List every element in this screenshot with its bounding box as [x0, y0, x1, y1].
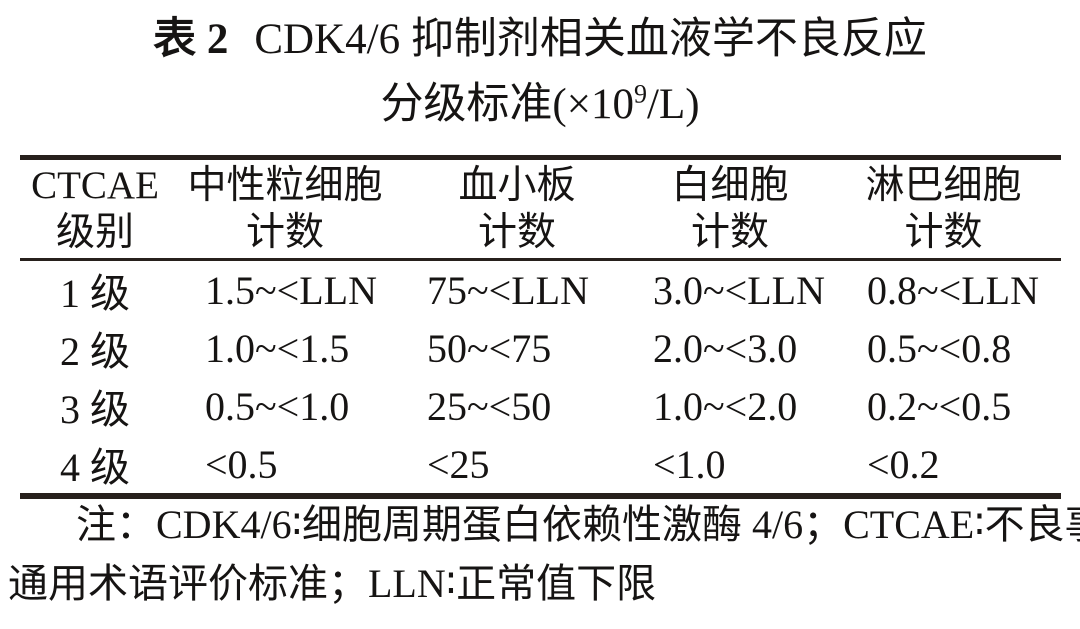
footnote-label: 注：: [76, 502, 156, 547]
cell-neutrophil: 0.5~<1.0: [205, 383, 350, 429]
cell-platelet: <25: [427, 441, 490, 487]
cell-neutrophil: 1.5~<LLN: [205, 267, 377, 313]
cell-lymphocyte: 0.5~<0.8: [867, 325, 1012, 371]
table-caption-line1: 表 2 CDK4/6 抑制剂相关血液学不良反应: [0, 13, 1080, 67]
col-header-grade: CTCAE 级别: [20, 157, 170, 261]
cell-wbc: 1.0~<2.0: [653, 383, 798, 429]
cell-platelet: 25~<50: [427, 383, 552, 429]
col-header-wbc-line1: 白细胞: [671, 164, 789, 207]
col-header-lymphocyte-line1: 淋巴细胞: [865, 164, 1022, 207]
col-header-wbc: 白细胞 计数: [634, 157, 826, 261]
ctcae-grading-table: CTCAE 级别 中性粒细胞 计数 血小板 计数 白细胞 计数 淋巴细胞 计: [20, 155, 1061, 499]
cell-neutrophil: <0.5: [205, 441, 278, 487]
cell-platelet: 50~<75: [427, 325, 552, 371]
col-header-lymphocyte: 淋巴细胞 计数: [826, 157, 1061, 261]
cell-lymphocyte: 0.8~<LLN: [867, 267, 1039, 313]
col-header-lymphocyte-line2: 计数: [904, 211, 983, 254]
table-header: CTCAE 级别 中性粒细胞 计数 血小板 计数 白细胞 计数 淋巴细胞 计: [20, 157, 1061, 261]
col-header-grade-line2: 级别: [55, 211, 134, 254]
cell-lymphocyte: <0.2: [867, 441, 940, 487]
cell-platelet: 75~<LLN: [427, 267, 589, 313]
cell-grade: 2 级: [60, 329, 130, 374]
table-title-unit-post: /L): [647, 81, 700, 128]
col-header-platelet-line1: 血小板: [458, 164, 576, 207]
table-row-grade2: 2 级 1.0~<1.5 50~<75 2.0~<3.0 0.5~<0.8: [20, 319, 1061, 377]
unit-exponent: 9: [634, 79, 648, 109]
table-footnote-line1: 注：CDK4/6∶细胞周期蛋白依赖性激酶 4/6；CTCAE∶不良事件: [8, 499, 1080, 551]
cell-wbc: 3.0~<LLN: [653, 267, 825, 313]
table-title-text: CDK4/6 抑制剂相关血液学不良反应: [254, 16, 927, 63]
col-header-platelet: 血小板 计数: [400, 157, 634, 261]
cell-grade: 3 级: [60, 387, 130, 432]
col-header-grade-line1: CTCAE: [31, 164, 159, 207]
table-row-grade3: 3 级 0.5~<1.0 25~<50 1.0~<2.0 0.2~<0.5: [20, 377, 1061, 435]
table-caption-line2: 分级标准(×109/L): [0, 78, 1080, 132]
cell-neutrophil: 1.0~<1.5: [205, 325, 350, 371]
header-row: CTCAE 级别 中性粒细胞 计数 血小板 计数 白细胞 计数 淋巴细胞 计: [20, 157, 1061, 261]
table-title-unit-pre: 分级标准(×10: [380, 81, 635, 128]
col-header-neutrophil-line2: 计数: [245, 211, 324, 254]
table-row-grade1: 1 级 1.5~<LLN 75~<LLN 3.0~<LLN 0.8~<LLN: [20, 260, 1061, 320]
cell-grade: 1 级: [60, 271, 130, 316]
footnote-text-line1: CDK4/6∶细胞周期蛋白依赖性激酶 4/6；CTCAE∶不良事件: [156, 502, 1080, 547]
col-header-neutrophil-line1: 中性粒细胞: [187, 164, 383, 207]
cell-grade: 4 级: [60, 445, 130, 490]
cell-wbc: <1.0: [653, 441, 726, 487]
table-number-label: 表 2: [153, 16, 229, 63]
cell-lymphocyte: 0.2~<0.5: [867, 383, 1012, 429]
col-header-wbc-line2: 计数: [690, 211, 769, 254]
cell-wbc: 2.0~<3.0: [653, 325, 798, 371]
table-footnote-line2: 通用术语评价标准；LLN∶正常值下限: [8, 561, 657, 606]
col-header-platelet-line2: 计数: [477, 211, 556, 254]
col-header-neutrophil: 中性粒细胞 计数: [170, 157, 400, 261]
table-body: 1 级 1.5~<LLN 75~<LLN 3.0~<LLN 0.8~<LLN 2…: [20, 260, 1061, 497]
table-row-grade4: 4 级 <0.5 <25 <1.0 <0.2: [20, 435, 1061, 496]
